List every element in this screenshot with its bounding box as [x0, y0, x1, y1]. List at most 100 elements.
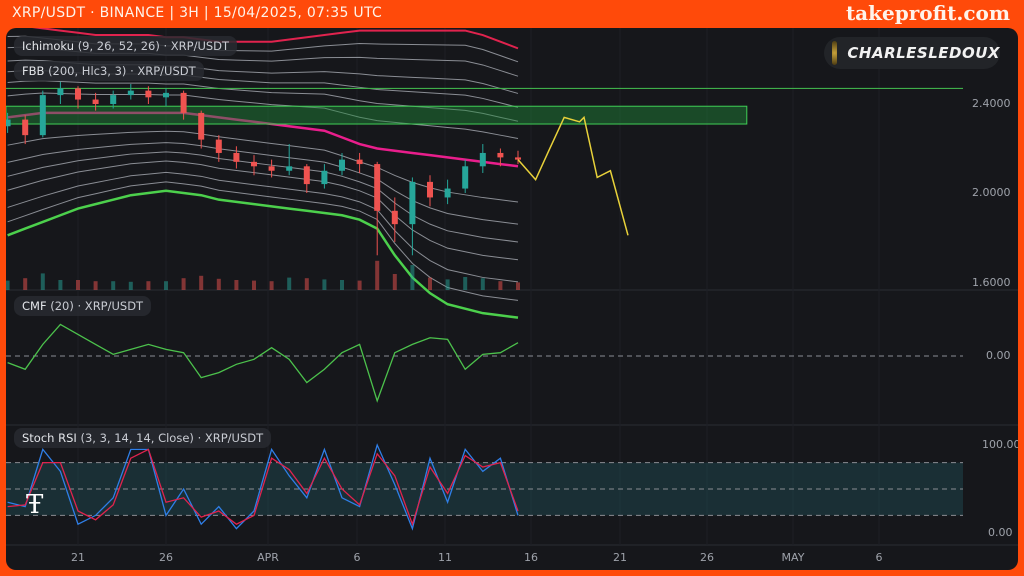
price-tick: 2.4000 [972, 97, 1011, 110]
candle-body [163, 92, 169, 98]
volume-bar [463, 277, 468, 290]
volume-bar [322, 279, 327, 290]
legend-stoch-rsi[interactable]: Stoch RSI (3, 3, 14, 14, Close) · XRP/US… [14, 428, 272, 448]
price-tick: 2.0000 [972, 186, 1011, 199]
candle-body [22, 119, 29, 136]
fbb-upper-fib-line [7, 92, 519, 139]
volume-bar [234, 280, 239, 290]
fbb-lower-fib-line [7, 181, 519, 301]
volume-bar [269, 281, 274, 290]
x-tick: 21 [71, 551, 85, 564]
legend-name: Ichimoku [22, 39, 75, 53]
candle-body [145, 90, 152, 98]
candle-body [92, 99, 99, 104]
fbb-lower-fib-line [7, 160, 519, 261]
legend-name: CMF [22, 299, 47, 313]
volume-bar [128, 281, 133, 290]
candle-body [303, 166, 310, 185]
candle-body [180, 92, 187, 113]
volume-bar [146, 281, 151, 290]
fbb-lower-fib-line [7, 142, 519, 225]
takeprofit-logo-icon: Ŧ [26, 490, 44, 520]
candle-body [286, 166, 293, 171]
resistance-zone [6, 105, 748, 125]
legend-symbol: · XRP/USDT [77, 299, 144, 313]
x-tick: APR [257, 551, 279, 564]
volume-bar [181, 278, 186, 290]
legend-params: (9, 26, 52, 26) [77, 39, 160, 53]
candle-body [6, 119, 11, 127]
volume-bar [199, 275, 204, 290]
legend-symbol: · XRP/USDT [197, 431, 264, 445]
legend-fbb[interactable]: FBB (200, Hlc3, 3) · XRP/USDT [14, 61, 204, 81]
cmf-tick: 0.00 [986, 349, 1011, 362]
volume-bar [23, 278, 28, 290]
candle-body [479, 152, 486, 167]
stoch-tick: 0.00 [988, 526, 1013, 539]
candle-body [444, 188, 451, 198]
stoch-k-line [7, 443, 519, 531]
candle-body [233, 152, 240, 162]
volume-bar [357, 280, 362, 290]
legend-params: (20) [50, 299, 74, 313]
candle-body [374, 164, 381, 211]
volume-bar [216, 278, 221, 290]
x-tick: 26 [159, 551, 173, 564]
chart-canvas[interactable]: Ŧ [6, 28, 1018, 570]
x-tick: 26 [700, 551, 714, 564]
candle-body [57, 88, 64, 96]
chart-panel: Ŧ Ichimoku (9, 26, 52, 26) · XRP/USDT FB… [6, 28, 1018, 570]
price-projection-line [517, 115, 629, 236]
candle-body [321, 170, 328, 185]
candle-body [75, 88, 81, 100]
volume-bar [480, 278, 485, 290]
volume-bar [111, 281, 116, 290]
volume-bar [93, 281, 98, 290]
volume-bar [40, 273, 45, 290]
volume-bar [252, 280, 256, 290]
candle-body [497, 152, 504, 158]
legend-ichimoku[interactable]: Ichimoku (9, 26, 52, 26) · XRP/USDT [14, 36, 238, 56]
x-tick: 6 [875, 551, 883, 564]
price-tick: 1.6000 [972, 276, 1011, 289]
fbb-lower-band [7, 189, 519, 319]
x-tick: 21 [613, 551, 627, 564]
volume-bar [375, 260, 380, 290]
candle-body [515, 157, 521, 160]
candle-body [462, 166, 469, 189]
x-tick: 11 [438, 551, 452, 564]
candle-body [339, 159, 345, 171]
author-name: CHARLESLEDOUX [847, 44, 1000, 62]
candle-body [39, 95, 46, 136]
cmf-line [7, 323, 519, 403]
candle-body [268, 166, 275, 171]
fbb-lower-fib-line [7, 151, 519, 243]
legend-symbol: · XRP/USDT [130, 64, 196, 78]
stoch-d-line [7, 448, 519, 527]
fbb-basis-line [7, 111, 519, 168]
volume-bar [498, 281, 503, 290]
legend-params: (200, Hlc3, 3) [48, 64, 127, 78]
legend-params: (3, 3, 14, 14, Close) [80, 431, 194, 445]
x-tick: MAY [781, 551, 805, 564]
fbb-lower-fib-line [7, 171, 519, 283]
candle-body [251, 161, 257, 167]
stoch-tick: 100.00 [982, 438, 1018, 451]
volume-bar [428, 277, 432, 290]
legend-name: FBB [22, 64, 45, 78]
candle-body [127, 90, 134, 96]
author-badge: CHARLESLEDOUX [824, 37, 1000, 69]
volume-bar [58, 280, 63, 290]
volume-bar [287, 277, 292, 290]
x-tick: 16 [524, 551, 538, 564]
legend-cmf[interactable]: CMF (20) · XRP/USDT [14, 296, 152, 316]
candle-body [409, 181, 416, 225]
volume-bar [164, 281, 168, 290]
brand-logo: takeprofit.com [845, 1, 1010, 25]
candle-body [391, 210, 398, 225]
volume-bar [392, 274, 397, 290]
volume-bar [516, 282, 520, 290]
x-tick: 6 [353, 551, 361, 564]
chart-title: XRP/USDT · BINANCE | 3H | 15/04/2025, 07… [12, 5, 383, 21]
fbb-upper-band [32, 28, 519, 50]
